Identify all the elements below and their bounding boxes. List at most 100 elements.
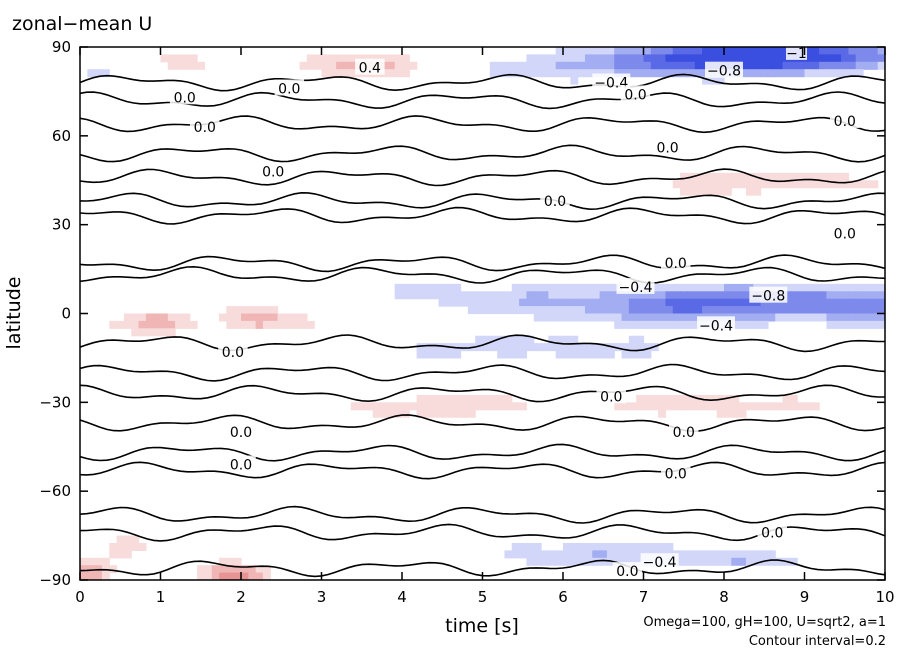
field-cell (577, 550, 586, 559)
field-cell (416, 402, 425, 411)
field-cell (760, 47, 769, 55)
field-cell (160, 328, 169, 337)
field-cell (636, 291, 645, 300)
field-cell (526, 61, 535, 70)
field-cell (680, 47, 689, 55)
field-cell (694, 306, 703, 315)
zero-contour-line (80, 384, 885, 403)
field-cell (219, 572, 227, 580)
field-cell (731, 54, 740, 63)
x-tick-label: 9 (800, 588, 810, 606)
field-cell (636, 47, 645, 55)
contour-label-bg (226, 422, 256, 439)
field-cell (811, 47, 820, 55)
field-cell (702, 550, 710, 559)
field-cell (636, 335, 645, 344)
field-cell (841, 283, 850, 292)
field-cell (804, 291, 813, 300)
field-cell (658, 394, 667, 403)
field-cell (628, 557, 637, 566)
field-cell (175, 61, 184, 70)
field-cell (482, 306, 491, 315)
field-cell (482, 343, 491, 352)
field-cell (833, 172, 842, 181)
field-cell (533, 298, 542, 307)
field-cell (775, 402, 784, 411)
field-cell (197, 565, 206, 574)
field-cell (592, 291, 601, 300)
field-cell (467, 306, 476, 315)
field-cell (87, 557, 96, 566)
field-cell (841, 172, 850, 181)
field-cell (826, 61, 835, 70)
field-cell (555, 335, 564, 344)
field-cell (497, 350, 506, 359)
field-cell (789, 180, 798, 189)
field-cell (467, 394, 476, 403)
field-cell (606, 291, 615, 300)
field-cell (738, 557, 747, 566)
field-cell (826, 320, 835, 329)
field-cell (306, 61, 315, 70)
field-cell (680, 180, 689, 189)
field-cell (694, 187, 703, 196)
field-cell (614, 306, 623, 315)
field-cell (292, 320, 301, 329)
field-cell (592, 542, 601, 551)
field-cell (87, 69, 96, 78)
field-cell (724, 47, 732, 55)
field-cell (819, 313, 828, 322)
field-cell (577, 350, 586, 359)
contour-label-bg (652, 138, 683, 155)
field-cell (519, 542, 528, 551)
field-cell (760, 54, 769, 63)
field-cell (402, 409, 410, 418)
field-cell (160, 54, 169, 63)
field-cell (665, 313, 674, 322)
field-cell (592, 350, 601, 359)
zero-contour-line (80, 461, 885, 480)
field-cell (680, 283, 689, 292)
field-cell (738, 47, 747, 55)
field-cell (680, 402, 689, 411)
field-cell (665, 283, 674, 292)
field-cell (731, 550, 740, 559)
field-cell (365, 402, 374, 411)
field-cell (460, 402, 469, 411)
field-cell (775, 172, 784, 181)
field-cell (306, 54, 315, 63)
contour-label: 0.0 (222, 345, 244, 361)
field-cell (167, 313, 176, 322)
field-cell (687, 69, 696, 78)
field-cell (760, 61, 769, 70)
field-cell (380, 54, 388, 63)
field-cell (767, 180, 776, 189)
field-cell (131, 313, 140, 322)
field-cell (636, 542, 645, 551)
field-cell (709, 172, 718, 181)
field-cell (658, 54, 667, 63)
field-cell (848, 298, 857, 307)
field-cell (782, 306, 791, 315)
field-cell (592, 69, 601, 78)
field-cell (592, 283, 601, 292)
field-cell (841, 291, 850, 300)
field-cell (277, 313, 286, 322)
field-cell (606, 313, 615, 322)
field-cell (460, 409, 469, 418)
field-cell (877, 306, 885, 315)
field-cell (687, 187, 696, 196)
field-cell (848, 47, 857, 55)
field-cell (555, 283, 564, 292)
field-cell (350, 402, 359, 411)
field-cell (116, 550, 125, 559)
field-cell (482, 291, 491, 300)
field-cell (643, 350, 652, 359)
field-cell (694, 69, 703, 78)
zero-contour-line (80, 334, 885, 353)
field-cell (760, 180, 769, 189)
field-cell (650, 47, 659, 55)
field-cell (497, 306, 506, 315)
field-cell (841, 180, 850, 189)
field-cell (299, 320, 308, 329)
